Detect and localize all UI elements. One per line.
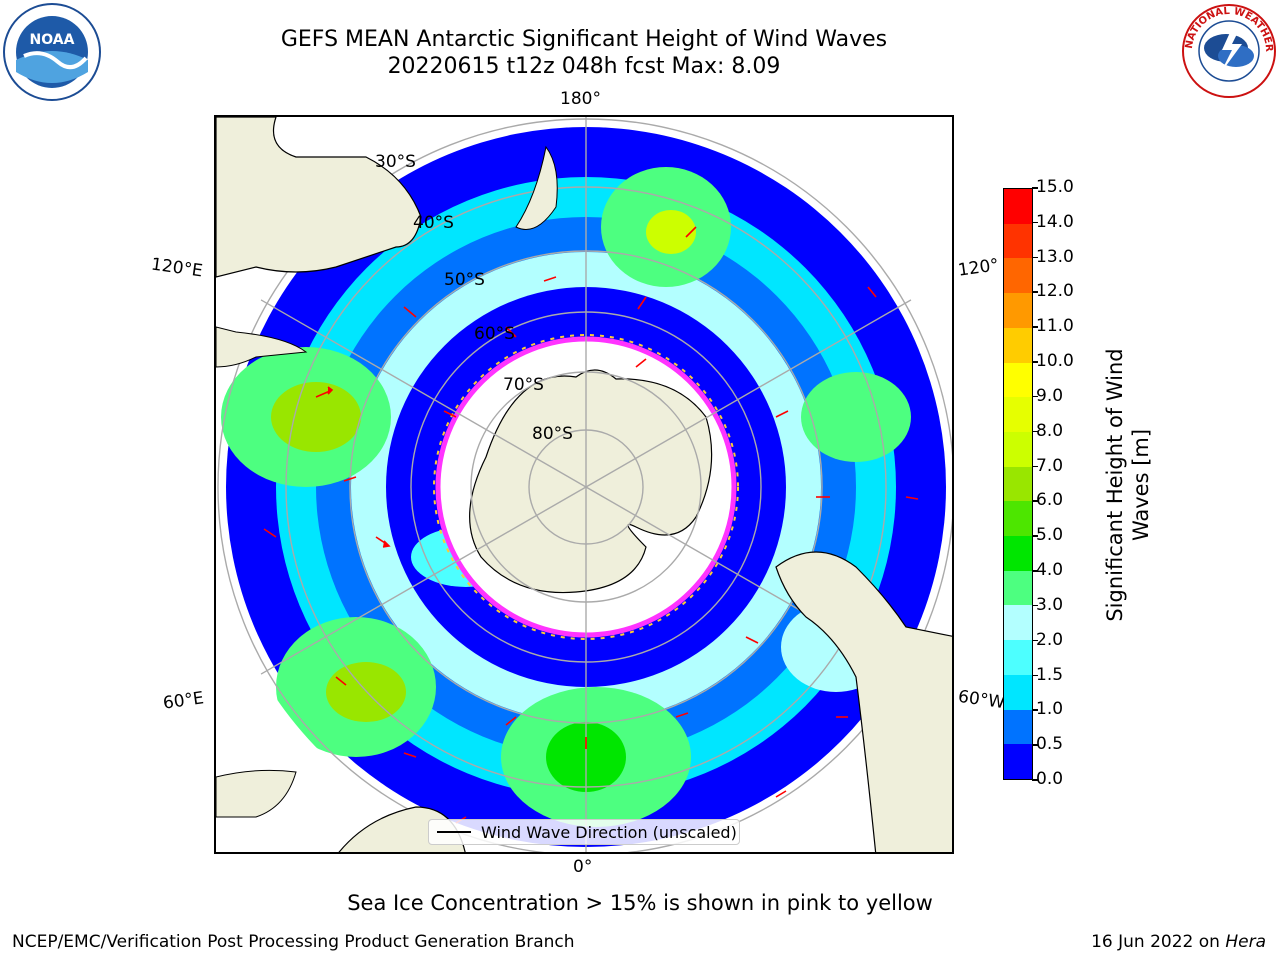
colorbar-tick-label: 0.0 <box>1031 769 1064 789</box>
lon-label-lower-left: 60°E <box>161 688 206 714</box>
colorbar-segment <box>1004 536 1032 571</box>
legend-line-icon <box>437 831 471 833</box>
colorbar-tick-label: 1.5 <box>1031 664 1064 685</box>
colorbar-tick-label: 14.0 <box>1032 211 1074 232</box>
colorbar-segment <box>1004 362 1032 398</box>
colorbar-tick-label: 1.0 <box>1031 699 1064 720</box>
lat-label-30s: 30°S <box>375 152 416 172</box>
colorbar-tick-label: 11.0 <box>1032 316 1074 337</box>
lon-label-bottom: 0° <box>573 857 593 877</box>
colorbar-segment <box>1004 466 1032 502</box>
colorbar-segment <box>1004 640 1032 675</box>
colorbar-segment <box>1004 709 1032 745</box>
colorbar-segment <box>1004 744 1032 779</box>
lat-label-50s: 50°S <box>444 270 485 290</box>
colorbar-title-line1: Significant Height of Wind <box>1103 348 1127 622</box>
colorbar-tick-label: 15.0 <box>1032 177 1074 197</box>
south-america-land <box>775 551 952 852</box>
chart-title-line1: GEFS MEAN Antarctic Significant Height o… <box>280 27 888 52</box>
footer-host: Hera <box>1225 932 1266 952</box>
wave-patch-east <box>801 372 911 462</box>
colorbar-tick-label: 5.0 <box>1031 525 1064 546</box>
colorbar-tick-label: 0.5 <box>1031 734 1064 755</box>
colorbar-title: Significant Height of Wind Waves [m] <box>1102 348 1154 621</box>
colorbar-segment <box>1004 258 1032 294</box>
new-zealand-land <box>515 145 558 230</box>
polar-map <box>214 115 954 854</box>
colorbar-segment <box>1004 223 1032 259</box>
footer-branch: NCEP/EMC/Verification Post Processing Pr… <box>12 932 575 952</box>
colorbar-tick-label: 6.0 <box>1031 490 1064 511</box>
colorbar-segment <box>1004 327 1032 363</box>
colorbar-tick-label: 8.0 <box>1031 420 1064 441</box>
wind-wave-arrows <box>263 226 919 824</box>
colorbar-segment <box>1004 431 1032 467</box>
noaa-logo-text: NOAA <box>30 32 75 48</box>
lon-label-upper-right: 120° <box>956 255 1001 281</box>
lat-label-80s: 80°S <box>532 424 573 444</box>
lon-label-lower-right: 60°W <box>956 686 1007 714</box>
lat-label-40s: 40°S <box>413 213 454 233</box>
colorbar-tick-label: 9.0 <box>1031 385 1064 406</box>
colorbar-tick-label: 2.0 <box>1031 629 1064 650</box>
antarctica-land <box>469 369 713 594</box>
lat-label-70s: 70°S <box>503 375 544 395</box>
colorbar-tick-label: 10.0 <box>1032 351 1074 372</box>
colorbar-tick-label: 3.0 <box>1031 594 1064 615</box>
colorbar-tick-label: 7.0 <box>1031 455 1064 476</box>
colorbar-segment <box>1004 397 1032 432</box>
australia-land <box>216 117 422 278</box>
chart-title-line2: 20220615 t12z 048h fcst Max: 8.09 <box>387 54 781 79</box>
colorbar-title-line2: Waves [m] <box>1129 428 1153 542</box>
colorbar <box>1003 188 1033 780</box>
footer-date-text: 16 Jun 2022 on <box>1091 932 1226 952</box>
nws-logo: NATIONAL WEATHER SERVICE <box>1176 0 1278 100</box>
lat-label-60s: 60°S <box>474 324 515 344</box>
sea-ice-note: Sea Ice Concentration > 15% is shown in … <box>347 891 933 915</box>
colorbar-segment <box>1004 674 1032 710</box>
colorbar-segment <box>1004 501 1032 537</box>
polar-map-svg <box>216 117 952 852</box>
lon-label-top: 180° <box>560 89 601 109</box>
colorbar-segment <box>1004 293 1032 328</box>
colorbar-tick-label: 12.0 <box>1032 281 1074 302</box>
footer-date: 16 Jun 2022 on Hera <box>1091 932 1266 952</box>
colorbar-tick-label: 4.0 <box>1031 560 1064 581</box>
colorbar-segment <box>1004 605 1032 641</box>
map-legend: Wind Wave Direction (unscaled) <box>428 819 740 845</box>
lon-label-upper-left: 120°E <box>149 254 204 282</box>
colorbar-tick-label: 13.0 <box>1032 246 1074 267</box>
colorbar-segment <box>1004 189 1032 224</box>
colorbar-segment <box>1004 570 1032 606</box>
legend-label: Wind Wave Direction (unscaled) <box>481 822 737 842</box>
noaa-logo: NOAA <box>2 2 102 102</box>
